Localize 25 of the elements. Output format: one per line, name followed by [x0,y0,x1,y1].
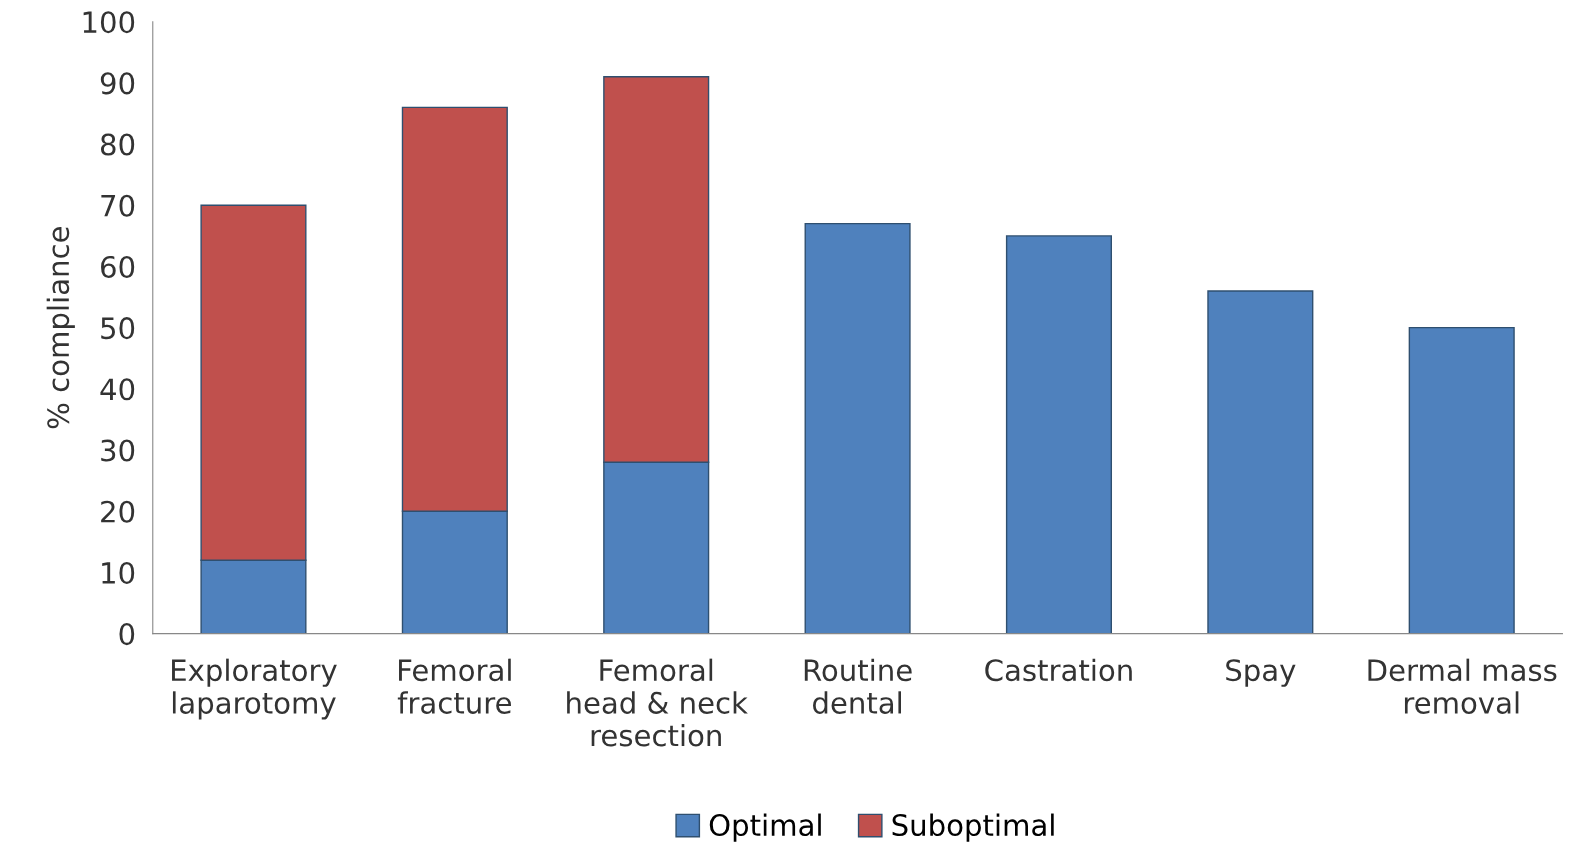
x-tick-label: Dermal mass removal [1368,658,1557,714]
y-tick-label: 20 [101,500,135,523]
y-tick-label: 50 [101,317,135,340]
legend-label: Optimal [709,813,821,842]
y-tick-label: 90 [100,72,135,95]
x-tick-label: Castration [985,658,1132,682]
bar [1005,235,1113,634]
bar [1408,326,1515,634]
x-tick-label: Spay [1226,659,1296,687]
y-tick-label: 30 [101,439,135,462]
x-tick-label: Femoral fracture [397,658,511,714]
y-tick-label: 70 [101,194,135,217]
x-tick-label: Femoral head & neck resection [567,658,748,747]
y-tick-label: 10 [102,561,135,584]
bar [804,222,911,634]
y-axis-title: % compliance [46,227,75,429]
y-tick-label: 0 [119,623,135,646]
y-tick-label: 100 [83,11,135,34]
y-tick-label: 60 [101,255,135,278]
x-tick-label: Routine dental [804,658,912,714]
legend-label: Suboptimal [892,813,1054,842]
y-tick-label: 80 [100,133,135,156]
x-tick-label: Exploratory laparotomy [172,658,337,720]
bar [1207,290,1314,634]
y-tick-label: 40 [100,378,135,401]
